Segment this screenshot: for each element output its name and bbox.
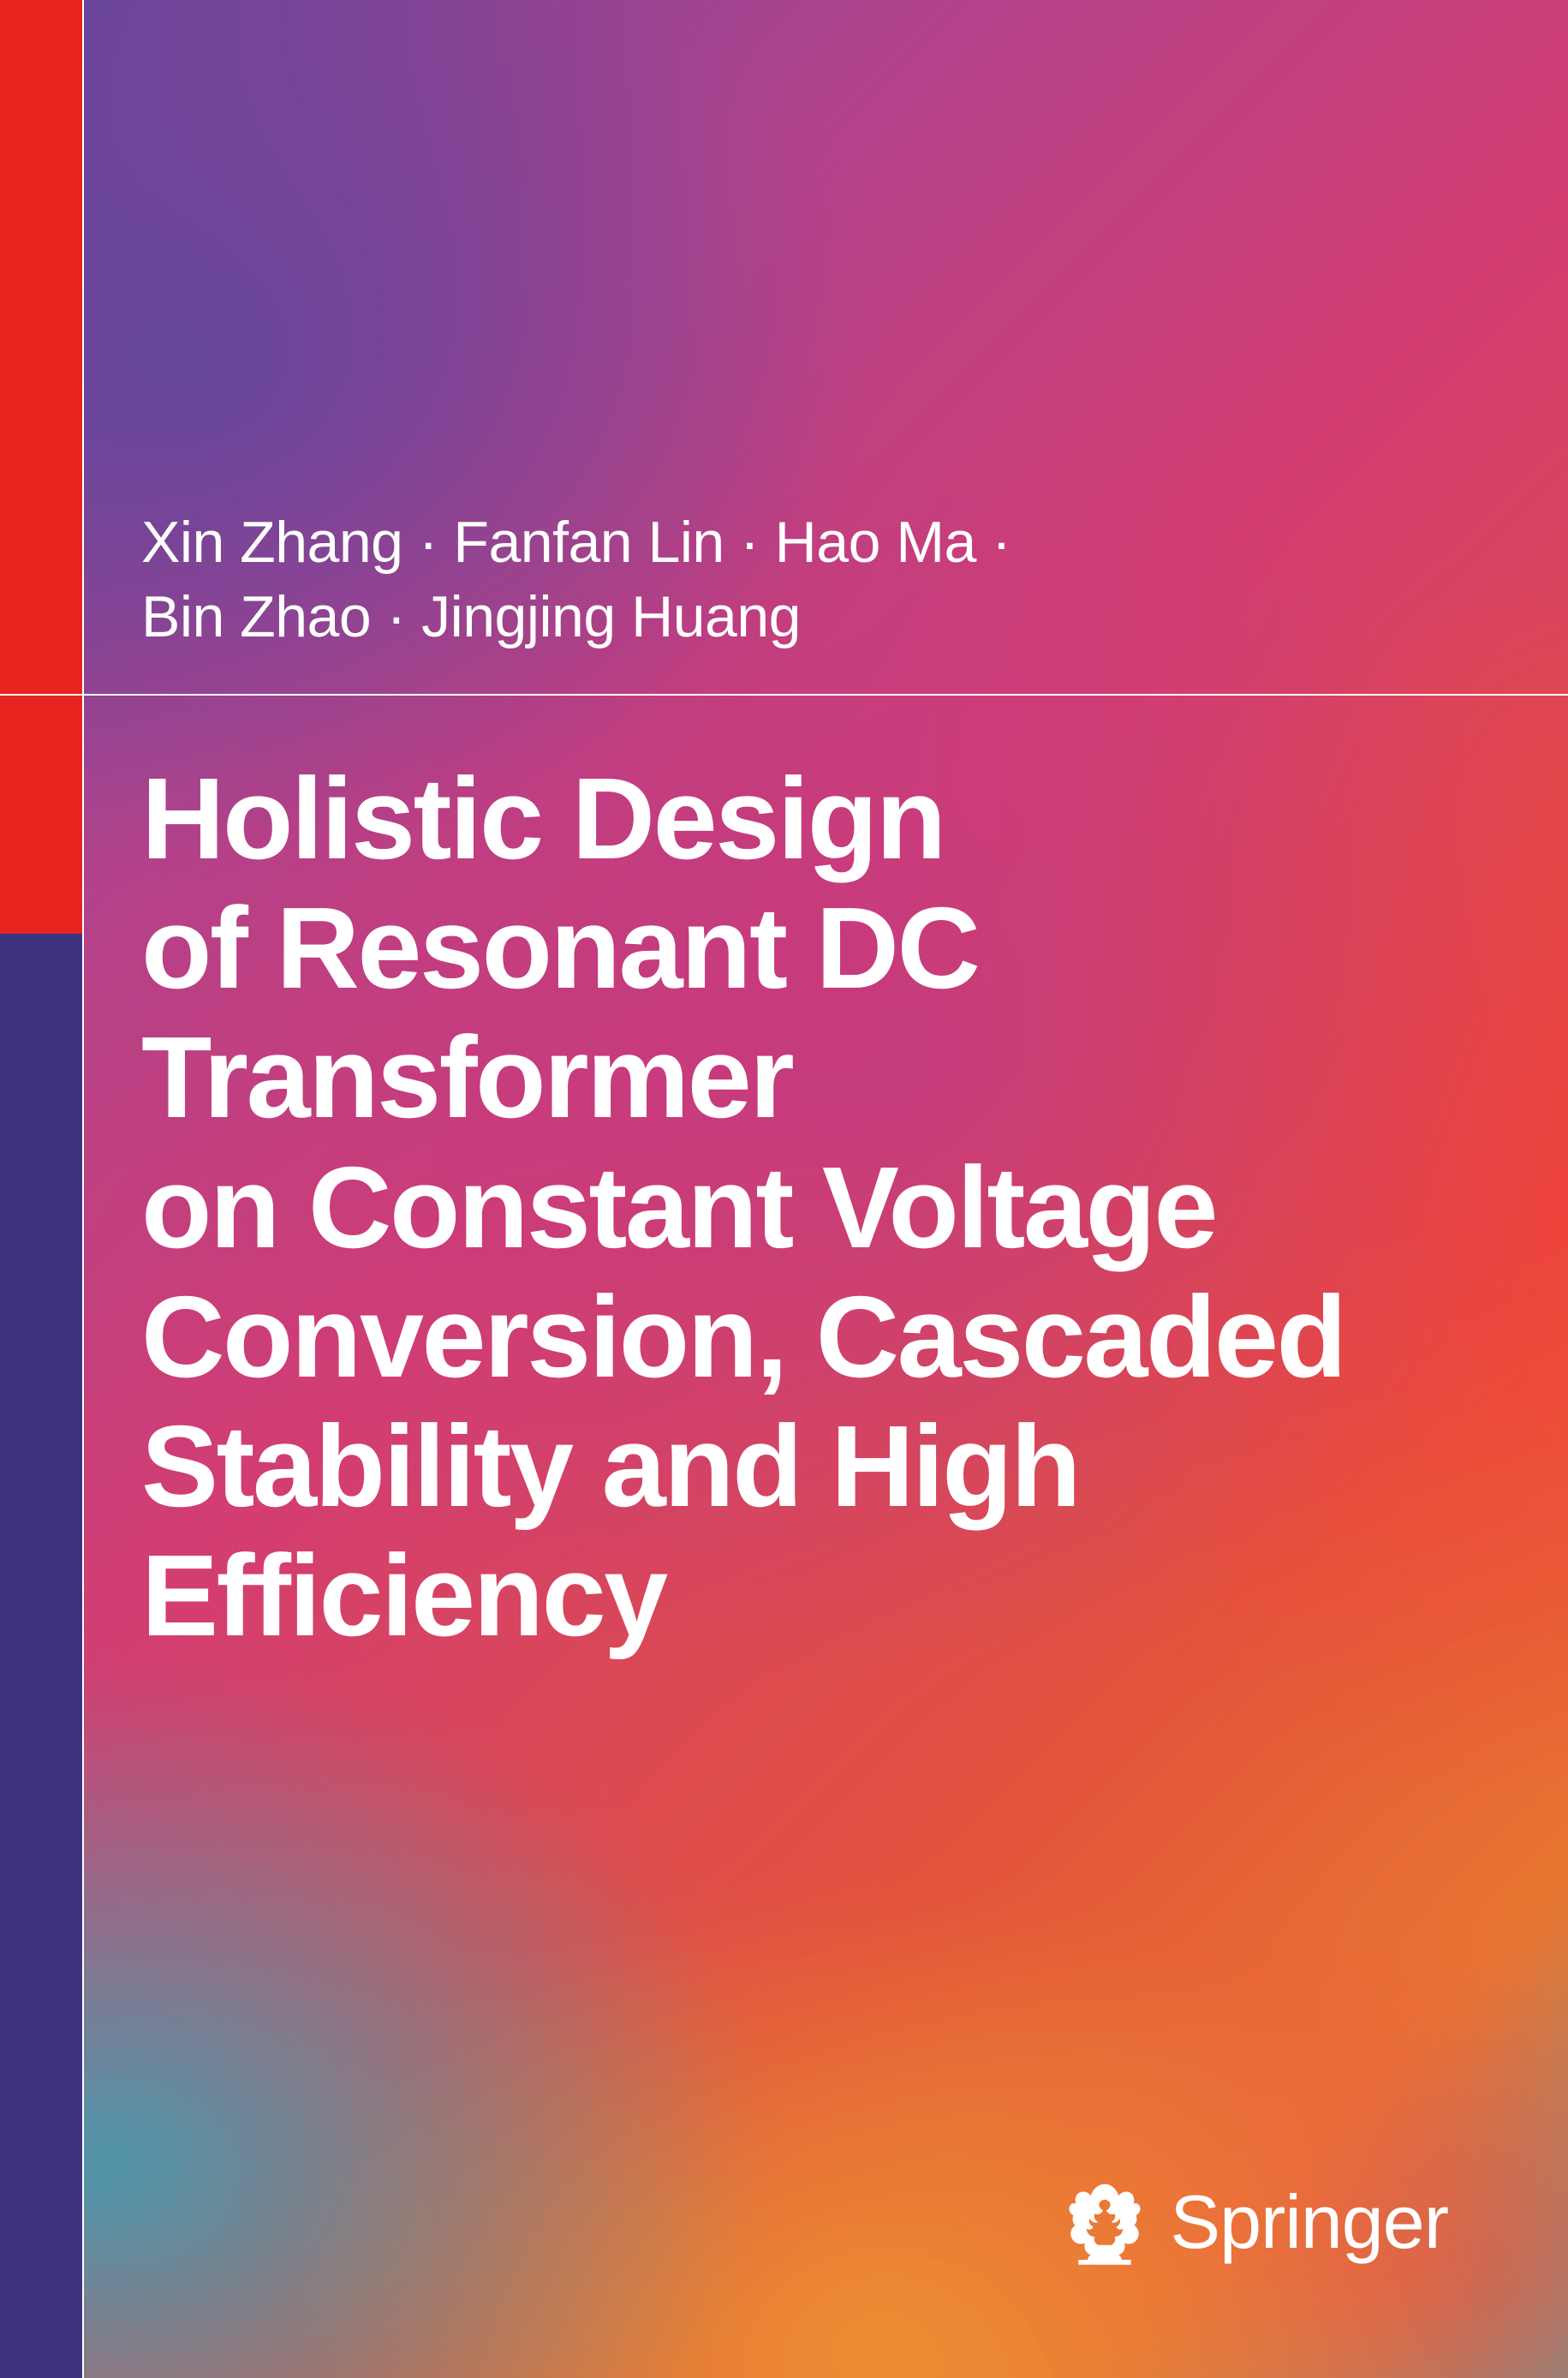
publisher-block: Springer (1064, 2178, 1448, 2267)
spine-strip-top (0, 0, 82, 934)
authors-block: Xin Zhang · Fanfan Lin · Hao Ma · Bin Zh… (141, 505, 1465, 654)
authors-line-2: Bin Zhao · Jingjing Huang (141, 580, 1465, 654)
authors-line-1: Xin Zhang · Fanfan Lin · Hao Ma · (141, 505, 1465, 580)
vertical-divider (82, 0, 84, 2378)
book-title: Holistic Designof Resonant DCTransformer… (141, 754, 1499, 1660)
horizontal-divider (0, 694, 1568, 696)
springer-horse-icon (1064, 2178, 1146, 2267)
publisher-name: Springer (1170, 2178, 1448, 2266)
spine-strip-bottom (0, 934, 82, 2378)
